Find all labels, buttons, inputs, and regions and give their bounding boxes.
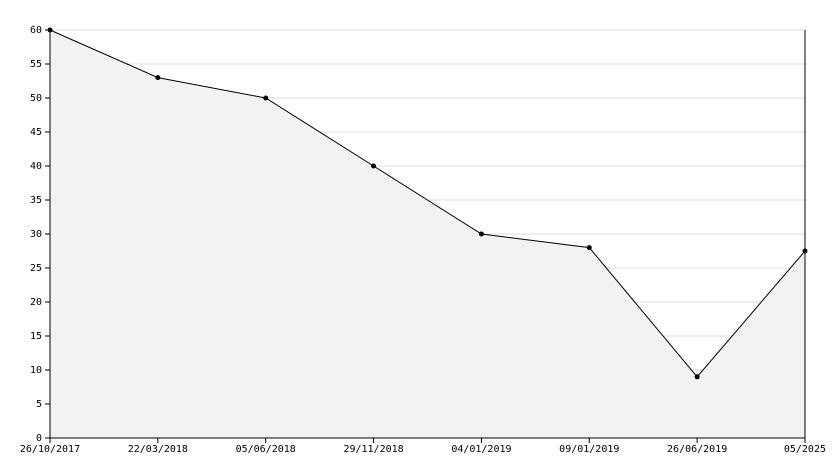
y-tick-label: 20 (30, 297, 42, 308)
data-point (371, 163, 377, 169)
x-tick-label: 26/10/2017 (20, 444, 80, 455)
y-tick-label: 15 (30, 331, 42, 342)
data-point (586, 245, 592, 251)
x-tick-label: 26/06/2019 (667, 444, 727, 455)
x-tick-label: 04/01/2019 (451, 444, 511, 455)
data-point (478, 231, 484, 237)
data-line (49, 29, 806, 378)
data-point (263, 95, 269, 101)
data-point (155, 75, 161, 81)
x-tick-label: 29/11/2018 (343, 444, 403, 455)
x-tick-label: 05/06/2018 (236, 444, 296, 455)
y-tick-label: 55 (30, 59, 42, 70)
y-tick-label: 5 (36, 399, 42, 410)
data-point (694, 374, 700, 380)
x-tick-label: 09/01/2019 (559, 444, 619, 455)
y-tick-label: 45 (30, 127, 42, 138)
area-fill (50, 30, 805, 438)
y-tick-label: 60 (30, 25, 42, 36)
y-tick-label: 25 (30, 263, 42, 274)
y-tick-label: 30 (30, 229, 42, 240)
x-tick-label: 22/03/2018 (128, 444, 188, 455)
y-tick-label: 35 (30, 195, 42, 206)
y-tick-label: 40 (30, 161, 42, 172)
y-tick-label: 50 (30, 93, 42, 104)
y-tick-label: 0 (36, 433, 42, 444)
y-tick-label: 10 (30, 365, 42, 376)
x-tick-label: 05/2025 (784, 444, 826, 455)
